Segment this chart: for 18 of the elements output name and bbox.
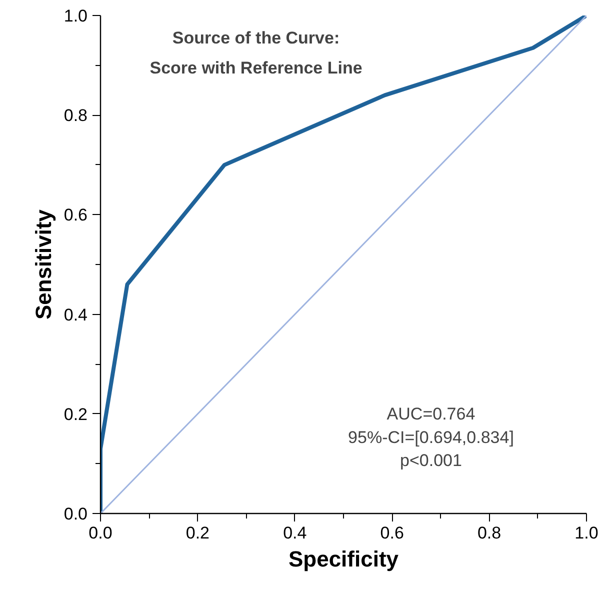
y-axis-title: Sensitivity: [30, 208, 56, 320]
x-tick-label: 0.2: [186, 524, 210, 542]
x-axis-title: Specificity: [288, 546, 400, 572]
y-tick-label: 1.0: [64, 6, 88, 26]
y-tick-label: 0.0: [64, 504, 88, 524]
y-tick-label: 0.2: [64, 404, 88, 424]
y-tick-label: 0.4: [64, 305, 88, 324]
x-tick-label: 0.8: [477, 524, 502, 542]
annotation: 95%-CI=[0.694,0.834]: [348, 428, 514, 447]
annotation: AUC=0.764: [386, 404, 476, 424]
annotation: p<0.001: [400, 451, 462, 470]
x-tick-label: 0.4: [283, 524, 307, 542]
x-tick-label: 0.0: [88, 524, 112, 542]
x-tick-label: 0.6: [380, 524, 404, 542]
y-tick-label: 0.8: [64, 106, 88, 126]
text: Source of the Curve: Score with Reference Line: [150, 28, 362, 78]
x-tick-label: 1.0: [574, 524, 598, 542]
y-tick-label: 0.6: [64, 206, 88, 225]
